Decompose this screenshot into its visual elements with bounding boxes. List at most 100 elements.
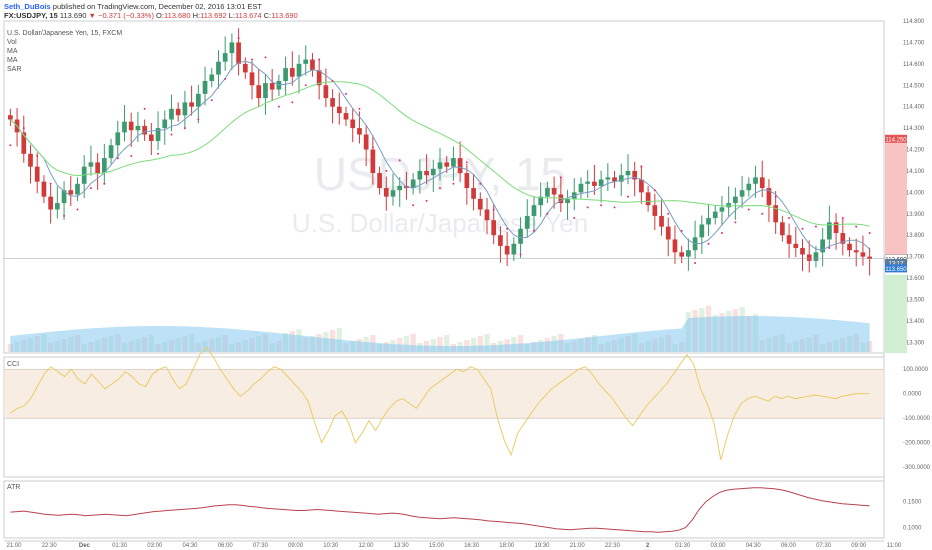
candle-body — [686, 250, 691, 257]
cci-tick-label: -100.0000 — [903, 416, 931, 422]
legend-vol: Vol — [7, 39, 17, 46]
time-tick-label: 21:00 — [570, 543, 586, 549]
candle-body — [545, 188, 550, 197]
candle-body — [269, 83, 275, 90]
candle-body — [95, 162, 100, 174]
price-tick-label: 113.800 — [903, 233, 925, 239]
candle-body — [135, 125, 141, 131]
sar-dot — [304, 84, 307, 87]
price-tick-label: 114.000 — [903, 190, 925, 196]
volume-bar — [484, 334, 490, 352]
candle-body — [665, 226, 671, 240]
author-link[interactable]: Seth_DuBois — [4, 2, 51, 11]
price-tick-label: 114.800 — [903, 19, 925, 25]
candle-body — [679, 252, 685, 257]
candle-body — [518, 228, 523, 244]
time-tick-label: Dec — [79, 543, 91, 549]
candle-body — [753, 177, 758, 184]
candle-body — [712, 211, 718, 219]
last-price: 113.690 — [59, 11, 87, 20]
candle-body — [739, 190, 745, 197]
candle-body — [202, 80, 208, 94]
candle-body — [766, 188, 772, 206]
sar-dot — [559, 176, 562, 179]
candle-body — [8, 115, 13, 120]
sar-dot — [586, 206, 589, 209]
sar-dot — [653, 189, 656, 192]
volume-bar — [444, 335, 450, 352]
watermark-name: U.S. Dollar/Japanese Yen — [292, 208, 588, 238]
sar-dot — [358, 107, 361, 110]
price-tick-label: 113.600 — [903, 276, 925, 282]
sar-dot — [600, 204, 603, 207]
candle-body — [242, 63, 248, 73]
price-tag-text: 113.650 — [885, 267, 907, 273]
candle-body — [128, 121, 134, 131]
sar-dot — [210, 99, 213, 102]
candle-body — [377, 173, 382, 189]
sar-dot — [331, 79, 334, 82]
candle-body — [417, 170, 423, 180]
candle-body — [578, 183, 584, 193]
time-tick-label: 21:00 — [6, 543, 22, 549]
time-tick-label: 10:30 — [323, 543, 339, 549]
atr-tick-label: 0.1500 — [903, 500, 922, 506]
candle-body — [491, 220, 497, 236]
sar-dot — [412, 204, 415, 207]
sar-dot — [828, 247, 831, 250]
sar-dot — [694, 262, 697, 265]
candle-body — [531, 205, 537, 216]
sar-dot — [814, 225, 817, 228]
candle-body — [122, 121, 127, 133]
candle-body — [800, 248, 805, 255]
atr-line — [10, 487, 870, 533]
sar-dot — [720, 232, 723, 235]
sar-dot — [237, 37, 240, 40]
legend-sar: SAR — [7, 66, 22, 73]
price-tag-text: 114.250 — [885, 137, 907, 143]
down-arrow-icon: ▼ — [88, 11, 96, 20]
candle-body — [498, 235, 503, 246]
sar-dot — [116, 157, 119, 160]
change-value: −0.371 (−0.33%) — [98, 11, 154, 20]
sar-dot — [465, 161, 468, 164]
candle-body — [222, 53, 228, 62]
volume-bar — [7, 344, 14, 352]
volume-bar — [470, 338, 477, 352]
sar-dot — [613, 206, 616, 209]
sar-dot — [183, 127, 186, 130]
price-tag — [885, 264, 907, 273]
close-label: C: — [263, 11, 272, 20]
candle-body — [323, 85, 329, 99]
candle-body — [538, 196, 544, 206]
sar-dot — [626, 195, 629, 198]
candle-body — [101, 158, 107, 174]
candle-body — [336, 106, 342, 114]
sar-dot — [439, 187, 441, 190]
candle-body — [148, 134, 154, 141]
candle-body — [350, 119, 356, 129]
candle-body — [625, 170, 631, 176]
candle-body — [457, 158, 463, 174]
candle-body — [759, 177, 765, 189]
candle-body — [511, 243, 517, 255]
symbol-label: FX:USDJPY, 15 — [4, 11, 58, 20]
time-tick-label: 03:00 — [710, 543, 726, 549]
close-value: 113.690 — [271, 11, 298, 20]
sar-dot — [868, 232, 871, 235]
candle-body — [699, 224, 705, 238]
sar-dot — [519, 253, 522, 256]
time-tick-label: 01:30 — [112, 543, 128, 549]
price-tick-label: 114.200 — [903, 148, 925, 154]
cci-tick-label: 100.0000 — [903, 367, 929, 373]
candle-body — [598, 179, 604, 186]
price-tick-label: 114.500 — [903, 83, 925, 89]
price-tick-label: 113.700 — [903, 255, 925, 261]
candle-body — [155, 128, 161, 141]
candle-body — [726, 203, 732, 208]
candle-body — [605, 177, 611, 180]
sar-dot — [774, 195, 777, 198]
candle-body — [216, 61, 221, 75]
candle-body — [229, 42, 235, 54]
